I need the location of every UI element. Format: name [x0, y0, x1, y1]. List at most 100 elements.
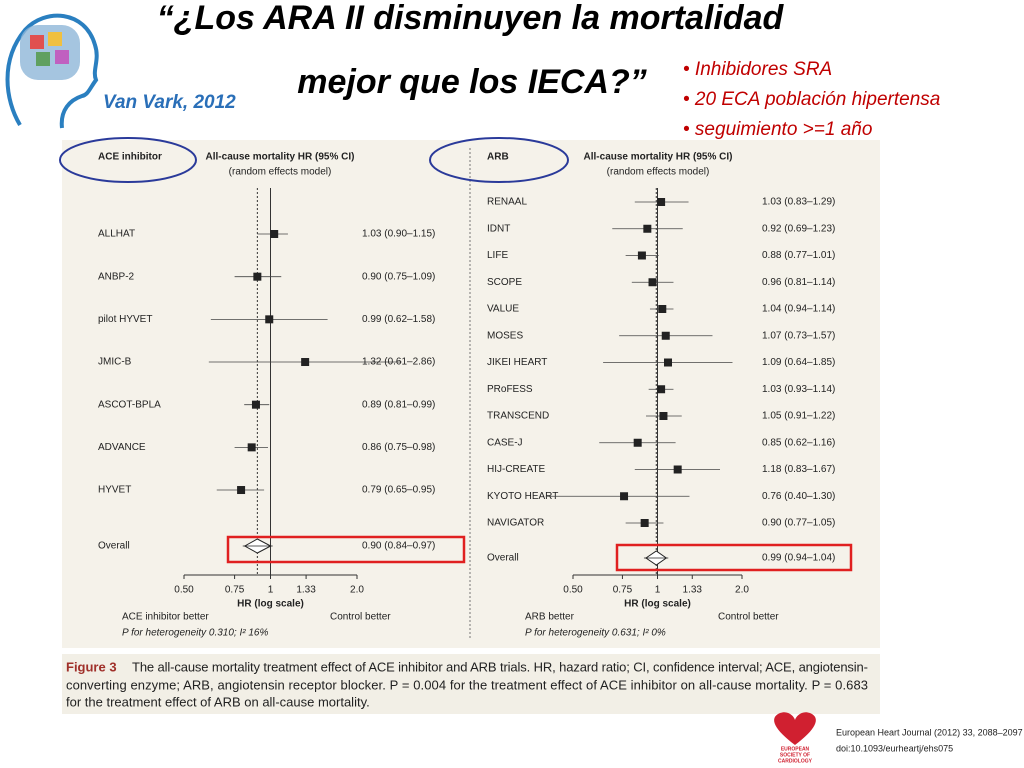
caption-label: Figure 3: [66, 659, 117, 674]
title-line: “¿Los ARA II disminuyen la mortalidad: [157, 0, 785, 37]
study-label: ADVANCE: [98, 442, 146, 453]
society: CARDIOLOGY: [778, 758, 813, 764]
study-label: HIJ-CREATE: [487, 464, 545, 475]
x-axis-label: HR (log scale): [624, 599, 691, 610]
hr-square: [657, 385, 666, 394]
value-label: 0.88 (0.77–1.01): [762, 250, 835, 261]
title-line: mejor que los IECA?”: [297, 63, 647, 101]
hr-square: [673, 465, 682, 474]
left-note: ACE inhibitor better: [122, 612, 209, 623]
study-label: IDNT: [487, 223, 510, 234]
value-label: 0.90 (0.75–1.09): [362, 271, 435, 282]
figure-background: [62, 140, 880, 648]
study-label: LIFE: [487, 250, 508, 261]
hr-square: [648, 278, 657, 287]
hr-square: [253, 272, 262, 281]
caption-background: [62, 654, 880, 714]
hr-square: [251, 400, 260, 409]
citation: Van Vark, 2012: [103, 92, 236, 113]
logo: [5, 13, 99, 129]
doi: doi:10.1093/eurheartj/ehs075: [836, 743, 953, 753]
caption-text: for the treatment effect of ARB on all-c…: [66, 694, 370, 709]
highlight-box: [226, 535, 466, 564]
plot-title: All-cause mortality HR (95% CI): [584, 152, 733, 163]
overall-label: Overall: [487, 553, 519, 564]
hr-square: [657, 198, 666, 206]
value-label: 0.85 (0.62–1.16): [762, 437, 835, 448]
footnote: P for heterogeneity 0.310; I² 16%: [122, 628, 268, 639]
value-label: 1.03 (0.83–1.29): [762, 197, 835, 208]
x-tick-label: 1.33: [296, 585, 316, 596]
value-label: 1.18 (0.83–1.67): [762, 464, 835, 475]
value-label: 1.07 (0.73–1.57): [762, 330, 835, 341]
esc-logo: [774, 712, 816, 745]
hr-square: [620, 492, 629, 501]
value-label: 0.90 (0.77–1.05): [762, 518, 835, 529]
hr-square: [640, 519, 649, 527]
highlight-box: [615, 543, 853, 572]
hr-square: [658, 305, 667, 313]
bullet: • Inhibidores SRA: [683, 59, 832, 80]
hr-square: [237, 486, 246, 495]
x-tick-label: 0.75: [225, 585, 245, 596]
study-label: pilot HYVET: [98, 314, 152, 325]
study-label: VALUE: [487, 304, 519, 315]
value-label: 0.86 (0.75–0.98): [362, 442, 435, 453]
x-tick-label: 1: [655, 585, 661, 596]
x-tick-label: 0.75: [613, 585, 633, 596]
hr-square: [247, 443, 256, 452]
hr-square: [633, 438, 642, 447]
right-note: Control better: [718, 612, 779, 623]
value-label: 0.89 (0.81–0.99): [362, 399, 435, 410]
study-label: ALLHAT: [98, 229, 135, 240]
hr-square: [637, 251, 646, 260]
highlight-ellipse: [429, 137, 569, 183]
plot-subtitle: (random effects model): [229, 167, 332, 178]
hr-square: [270, 230, 279, 238]
hr-square: [664, 358, 673, 367]
study-label: ASCOT-BPLA: [98, 399, 161, 410]
value-label: 0.99 (0.62–1.58): [362, 314, 435, 325]
hr-square: [661, 331, 670, 340]
caption-text: converting enzyme; ARB, angiotensin rece…: [66, 677, 868, 692]
plot-title: All-cause mortality HR (95% CI): [206, 152, 355, 163]
highlight-ellipse: [59, 137, 197, 183]
overall-value-label: 0.99 (0.94–1.04): [762, 553, 835, 564]
right-note: Control better: [330, 612, 391, 623]
society: SOCIETY OF: [780, 752, 810, 758]
x-tick-label: 0.50: [174, 585, 194, 596]
study-label: KYOTO HEART: [487, 491, 558, 502]
study-label: CASE-J: [487, 437, 523, 448]
hr-square: [659, 412, 668, 420]
hr-square: [265, 315, 274, 324]
x-tick-label: 1: [268, 585, 274, 596]
study-label: NAVIGATOR: [487, 518, 544, 529]
x-tick-label: 2.0: [735, 585, 749, 596]
group-label: ACE inhibitor: [98, 152, 162, 163]
value-label: 1.09 (0.64–1.85): [762, 357, 835, 368]
value-label: 1.32 (0.61–2.86): [362, 357, 435, 368]
value-label: 1.04 (0.94–1.14): [762, 304, 835, 315]
overall-label: Overall: [98, 541, 130, 552]
value-label: 0.96 (0.81–1.14): [762, 277, 835, 288]
footnote: P for heterogeneity 0.631; I² 0%: [525, 628, 666, 639]
study-label: PRoFESS: [487, 384, 533, 395]
bullet: • 20 ECA población hipertensa: [683, 89, 940, 110]
study-label: JMIC-B: [98, 357, 132, 368]
study-label: MOSES: [487, 330, 523, 341]
left-note: ARB better: [525, 612, 575, 623]
x-tick-label: 1.33: [683, 585, 703, 596]
study-label: SCOPE: [487, 277, 522, 288]
society: EUROPEAN: [781, 746, 810, 752]
overall-value-label: 0.90 (0.84–0.97): [362, 541, 435, 552]
study-label: RENAAL: [487, 197, 527, 208]
study-label: HYVET: [98, 485, 131, 496]
value-label: 1.05 (0.91–1.22): [762, 411, 835, 422]
hr-square: [643, 224, 652, 233]
value-label: 0.76 (0.40–1.30): [762, 491, 835, 502]
caption-text: The all-cause mortality treatment effect…: [132, 659, 868, 674]
value-label: 0.79 (0.65–0.95): [362, 485, 435, 496]
study-label: TRANSCEND: [487, 411, 549, 422]
value-label: 1.03 (0.93–1.14): [762, 384, 835, 395]
